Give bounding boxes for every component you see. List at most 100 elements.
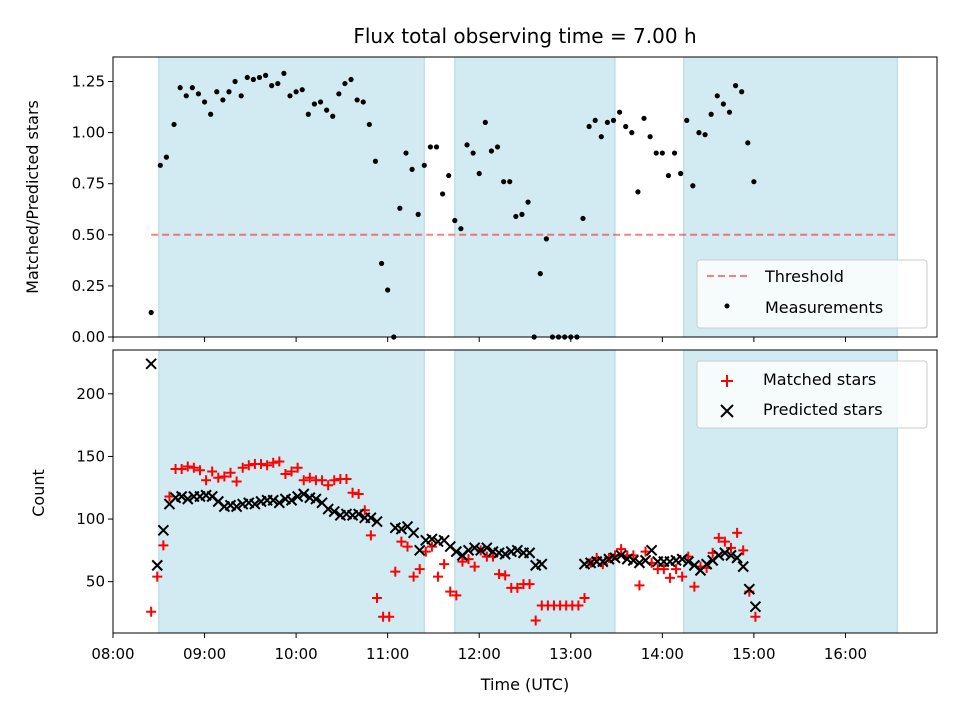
y-tick-label: 0.50 [72,226,105,244]
measurement-point [714,93,720,99]
measurement-point [148,309,154,316]
matched-star-point [280,468,291,479]
predicted-star-point [645,544,658,557]
predicted-star-point [407,527,420,539]
measurement-point [751,179,757,185]
matched-star-point [371,592,382,603]
measurement-point [543,236,549,242]
matched-star-point [750,611,761,622]
y-tick-label: 1.00 [72,124,105,142]
matched-star-point [414,564,425,575]
predicted-star-point [743,583,756,595]
measurement-point [690,183,696,189]
x-axis-label: Time (UTC) [480,675,569,694]
matched-star-point [207,466,218,477]
matched-star-point [323,480,334,491]
matched-star-point [573,600,584,611]
measurement-point [629,130,635,136]
matched-star-point [689,581,700,592]
predicted-star-point [633,557,646,569]
predicted-star-point [249,498,261,510]
matched-star-point [317,475,328,486]
matched-star-point [408,571,419,582]
matched-star-point [268,457,279,468]
matched-star-point [341,473,352,484]
measurement-point [732,83,739,89]
measurement-point [238,93,244,99]
matched-star-point [390,566,401,577]
predicted-star-point [627,554,640,567]
measurement-point [586,123,592,130]
matched-star-point [347,487,358,498]
matched-star-point [469,561,480,572]
matched-star-point [579,592,590,603]
predicted-star-point [737,560,749,573]
measurement-point [157,162,163,168]
y-tick-label: 200 [76,385,105,403]
measurement-point [610,117,617,123]
predicted-star-point [700,558,713,570]
legend-bottom: Matched stars Predicted stars [696,360,928,429]
predicted-star-point [597,555,609,568]
measurement-point [592,117,598,123]
matched-star-point [164,491,175,502]
predicted-star-point [481,542,493,554]
matched-star-point [396,536,407,547]
predicted-star-point [365,512,377,524]
measurement-point [464,142,470,148]
measurement-point [488,148,495,154]
legend-predicted-label: Predicted stars [763,400,883,419]
bottom-plot-frame [112,349,938,634]
measurement-point [696,130,702,136]
predicted-star-point [426,533,438,545]
predicted-star-point [395,523,408,535]
shaded-period-2 [454,349,616,634]
y-tick-label: 0.75 [72,175,105,193]
measurement-point [275,80,281,87]
measurement-point [476,170,482,177]
measurement-point [537,271,543,277]
measurement-point [665,172,672,179]
x-tick-label: 09:00 [183,645,226,663]
measurement-point [726,109,733,115]
matched-star-point [298,475,309,486]
predicted-star-point [145,358,157,370]
matched-star-point [365,530,376,541]
measurement-point [226,89,232,95]
matched-star-point [719,536,730,547]
predicted-star-point [639,554,652,567]
predicted-star-point [273,497,286,509]
matched-star-point [188,462,199,473]
matched-star-point [658,564,669,575]
measurement-point [366,121,372,128]
predicted-star-point [291,490,304,503]
measurement-point [452,217,458,224]
measurement-point [684,117,690,123]
measurement-point [293,89,299,95]
measurement-point [440,191,446,197]
legend-measurements-label: Measurements [765,298,883,317]
matched-star-point [512,582,523,593]
matched-star-point [738,545,749,556]
matched-star-point [329,475,340,486]
measurement-point [598,134,604,140]
measurement-point [360,99,366,105]
measurement-point [189,85,195,91]
measurement-point [678,170,684,177]
predicted-star-point [499,548,511,560]
predicted-star-point [182,493,194,505]
y-tick-label: 0.25 [72,277,105,295]
matched-star-point [634,580,645,591]
matched-star-point [451,590,462,601]
measurement-point [250,76,256,83]
matched-star-point [274,456,285,467]
predicted-star-point [310,493,322,505]
predicted-star-point [157,524,170,537]
x-tick-label: 11:00 [366,645,409,663]
predicted-star-point [475,544,487,557]
matched-star-point [433,571,444,582]
legend-box [696,360,928,429]
predicted-star-point [725,549,737,562]
predicted-star-point [731,552,743,564]
